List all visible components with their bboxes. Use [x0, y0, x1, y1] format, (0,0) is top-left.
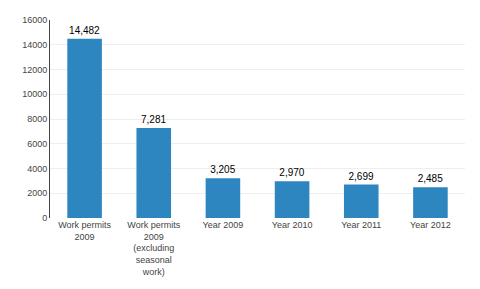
- svg-text:2,485: 2,485: [418, 173, 443, 184]
- svg-text:2000: 2000: [27, 188, 47, 198]
- svg-text:16000: 16000: [22, 15, 47, 25]
- svg-text:7,281: 7,281: [141, 114, 166, 125]
- svg-text:14,482: 14,482: [69, 25, 100, 36]
- svg-text:3,205: 3,205: [210, 164, 235, 175]
- svg-text:10000: 10000: [22, 89, 47, 99]
- svg-text:2,699: 2,699: [349, 171, 374, 182]
- svg-text:8000: 8000: [27, 114, 47, 124]
- svg-text:2,970: 2,970: [279, 167, 304, 178]
- svg-text:14000: 14000: [22, 40, 47, 50]
- svg-text:Work permits2009(excludingseas: Work permits2009(excludingseasonalwork): [127, 220, 180, 277]
- svg-text:Year 2012: Year 2012: [410, 220, 451, 230]
- svg-text:Year 2011: Year 2011: [341, 220, 381, 230]
- svg-text:12000: 12000: [22, 65, 47, 75]
- svg-text:Year 2010: Year 2010: [272, 220, 313, 230]
- svg-text:4000: 4000: [27, 164, 47, 174]
- svg-text:0: 0: [42, 213, 47, 223]
- svg-text:6000: 6000: [27, 139, 47, 149]
- svg-text:Work permits2009: Work permits2009: [58, 220, 111, 242]
- svg-text:Year 2009: Year 2009: [203, 220, 244, 230]
